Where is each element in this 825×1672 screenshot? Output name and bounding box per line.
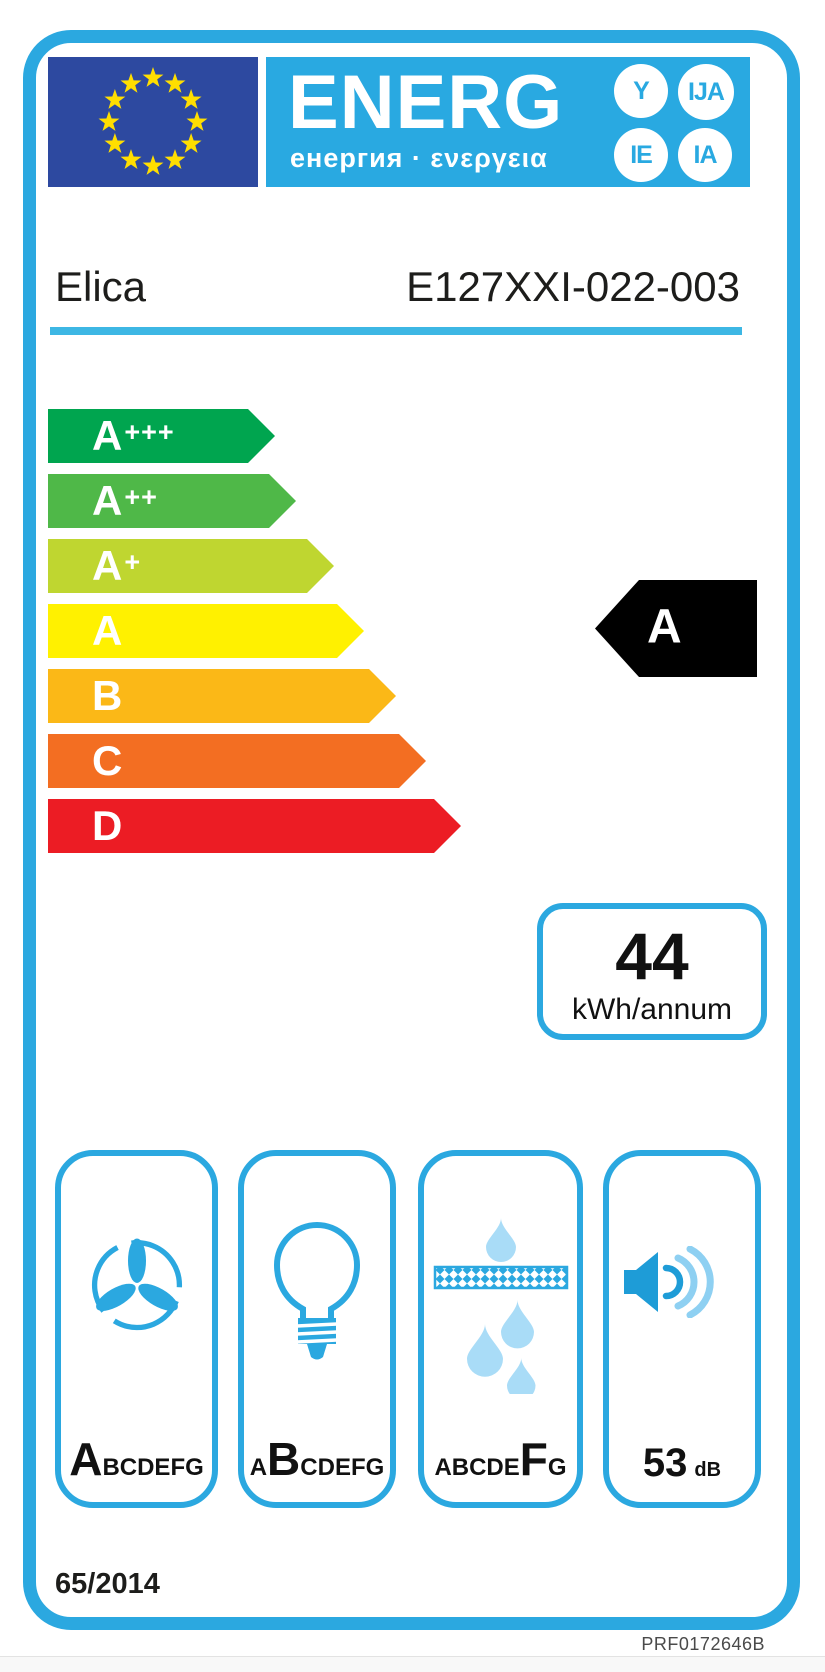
efficiency-arrow-d: D: [48, 799, 461, 853]
grease-filtering-box: ABCDE F G: [418, 1150, 583, 1508]
eu-flag: [48, 57, 258, 187]
bulb-icon: [244, 1214, 390, 1374]
grade-post: G: [547, 1454, 567, 1481]
brand-name: Elica: [55, 263, 147, 310]
eu-stars-icon: [98, 67, 208, 175]
grade-letter: F: [519, 1433, 548, 1485]
efficiency-scale: A+++ A++ A+ A B C D: [48, 409, 461, 864]
efficiency-arrow-c: C: [48, 734, 426, 788]
fluid-dynamic-efficiency-box: A BCDEFG: [55, 1150, 218, 1508]
arrow-grade: A: [92, 542, 123, 589]
suffix-circle-ija: IJA: [678, 64, 734, 120]
energ-header: ENERG енергия · ενεργεια Y IJA IE IA: [266, 57, 750, 187]
arrow-grade: B: [92, 672, 123, 719]
arrow-grade: A: [92, 412, 123, 459]
grade-post: BCDEFG: [102, 1454, 204, 1481]
fluid-dynamic-grade: A BCDEFG: [61, 1432, 212, 1486]
lighting-efficiency-box: A B CDEFG: [238, 1150, 396, 1508]
noise-value: 53: [642, 1441, 688, 1485]
arrow-grade: D: [92, 802, 123, 849]
energy-consumption-box: 44 kWh/annum: [537, 903, 767, 1040]
suffix-circle-y: Y: [614, 64, 668, 118]
bottom-divider: [0, 1656, 825, 1657]
efficiency-arrow-aplus: A+: [48, 539, 334, 593]
efficiency-arrow-a2plus: A++: [48, 474, 296, 528]
energ-suffix-circles: Y IJA IE IA: [614, 64, 740, 186]
energy-consumption-unit: kWh/annum: [571, 993, 733, 1026]
lighting-grade: A B CDEFG: [244, 1432, 390, 1486]
noise-level: 53 dB: [609, 1441, 755, 1486]
energy-consumption-value: 44: [615, 919, 689, 993]
grade-pre: ABCDE: [434, 1454, 520, 1481]
grade-post: CDEFG: [300, 1454, 385, 1481]
fan-icon: [61, 1230, 212, 1336]
efficiency-arrow-a3plus: A+++: [48, 409, 275, 463]
grease-filtering-grade: ABCDE F G: [424, 1432, 577, 1486]
regulation-number: 65/2014: [55, 1568, 160, 1600]
arrow-plus: ++: [124, 482, 158, 512]
suffix-circle-ie: IE: [614, 128, 668, 182]
grade-pre: A: [249, 1454, 268, 1481]
efficiency-arrow-a: A: [48, 604, 364, 658]
grade-letter: B: [267, 1433, 301, 1485]
speaker-icon: [609, 1246, 755, 1318]
model-number: E127XXI-022-003: [406, 263, 740, 310]
arrow-grade: A: [92, 477, 123, 524]
grease-filter-icon: [424, 1216, 577, 1394]
suffix-circle-ia: IA: [678, 128, 732, 182]
efficiency-arrow-b: B: [48, 669, 396, 723]
reference-code: PRF0172646B: [641, 1634, 765, 1654]
energ-logo-subtext: енергия · ενεργεια: [290, 143, 548, 173]
grade-letter: A: [69, 1433, 103, 1485]
arrow-grade: C: [92, 737, 123, 784]
brand-divider: [50, 327, 742, 335]
arrow-grade: A: [92, 607, 123, 654]
arrow-plus: +: [124, 547, 142, 577]
arrow-plus: +++: [124, 417, 175, 447]
noise-box: 53 dB: [603, 1150, 761, 1508]
noise-unit: dB: [694, 1459, 722, 1481]
bottom-strip: [0, 1657, 825, 1672]
rating-grade: A: [647, 599, 682, 653]
energ-logo-text: ENERG: [288, 60, 564, 145]
